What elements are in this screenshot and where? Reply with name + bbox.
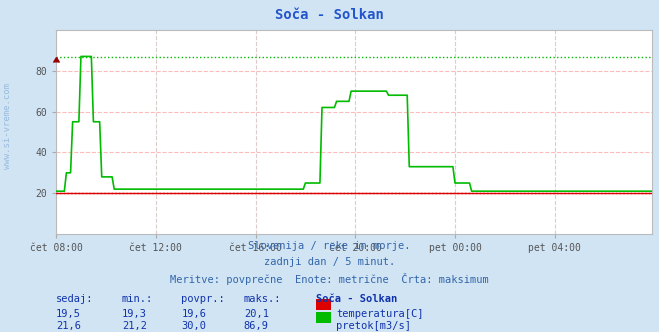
Text: 20,1: 20,1 <box>244 309 269 319</box>
Text: Soča - Solkan: Soča - Solkan <box>275 8 384 22</box>
Text: temperatura[C]: temperatura[C] <box>336 309 424 319</box>
Text: Soča - Solkan: Soča - Solkan <box>316 294 397 304</box>
Text: sedaj:: sedaj: <box>56 294 94 304</box>
Text: min.:: min.: <box>122 294 153 304</box>
Text: zadnji dan / 5 minut.: zadnji dan / 5 minut. <box>264 257 395 267</box>
Text: 30,0: 30,0 <box>181 321 206 331</box>
Text: 86,9: 86,9 <box>244 321 269 331</box>
Text: www.si-vreme.com: www.si-vreme.com <box>3 83 13 169</box>
Text: pretok[m3/s]: pretok[m3/s] <box>336 321 411 331</box>
Text: Slovenija / reke in morje.: Slovenija / reke in morje. <box>248 241 411 251</box>
Text: maks.:: maks.: <box>244 294 281 304</box>
Text: 21,2: 21,2 <box>122 321 147 331</box>
Text: povpr.:: povpr.: <box>181 294 225 304</box>
Text: Meritve: povprečne  Enote: metrične  Črta: maksimum: Meritve: povprečne Enote: metrične Črta:… <box>170 273 489 285</box>
Text: 19,3: 19,3 <box>122 309 147 319</box>
Text: 19,5: 19,5 <box>56 309 81 319</box>
Text: 19,6: 19,6 <box>181 309 206 319</box>
Text: 21,6: 21,6 <box>56 321 81 331</box>
